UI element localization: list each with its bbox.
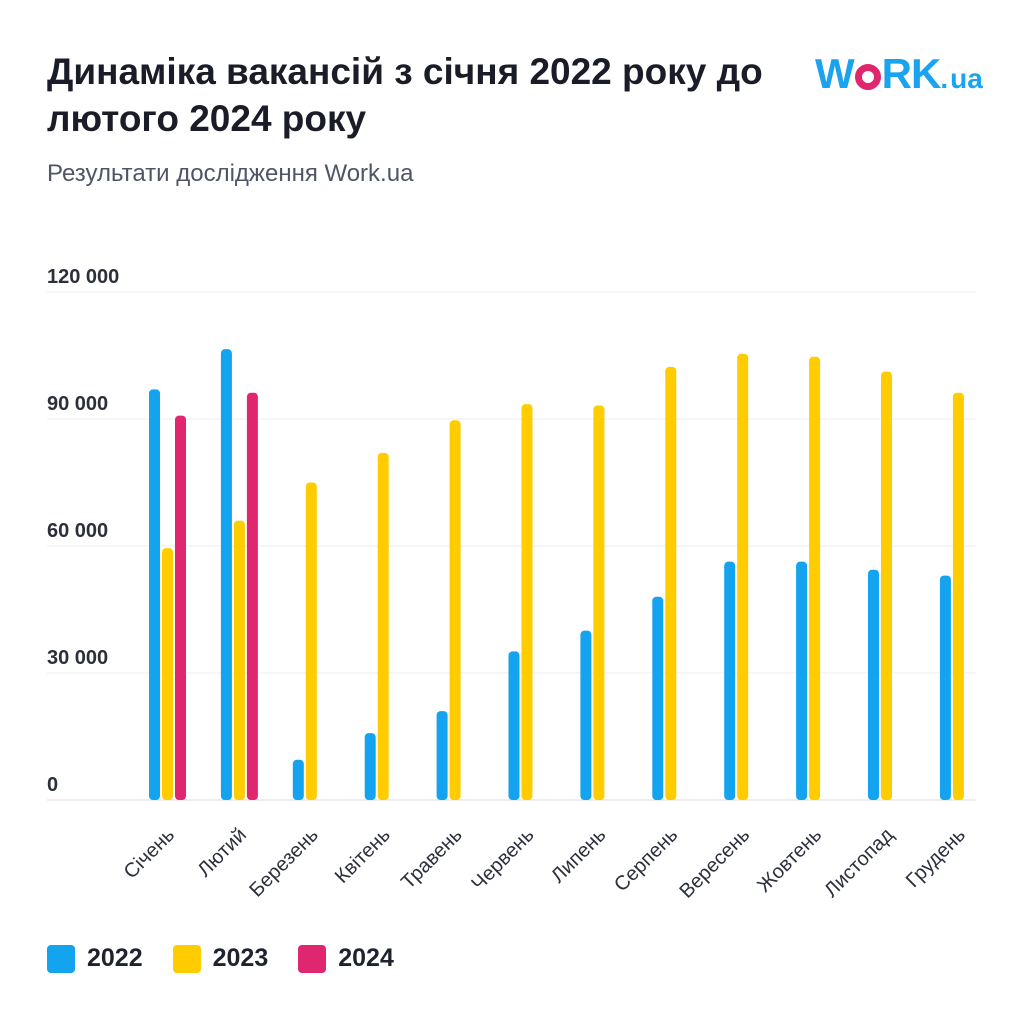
legend-item-2022: 2022: [47, 944, 143, 973]
y-tick-label: 120 000: [47, 266, 119, 288]
logo-ring-icon: [854, 64, 881, 90]
x-tick-label: Квітень: [331, 824, 395, 888]
legend-label-2024: 2024: [338, 944, 394, 972]
x-tick-label: Лютий: [194, 824, 251, 881]
bar-2022: [508, 651, 520, 800]
bar-2022: [580, 630, 592, 800]
x-tick-label: Вересень: [676, 824, 755, 903]
bar-2022: [364, 733, 376, 800]
bar-2023: [881, 371, 892, 800]
bar-2022: [292, 759, 304, 800]
x-tick-label: Жовтень: [753, 824, 826, 897]
bar-2023: [952, 392, 964, 800]
y-tick-label: 90 000: [47, 393, 108, 415]
bar-2022: [868, 569, 879, 800]
chart-subtitle: Результати дослідження Work.ua: [47, 160, 414, 187]
bar-2022: [436, 711, 448, 800]
x-tick-label: Липень: [547, 824, 610, 887]
x-tick-label: Серпень: [610, 824, 682, 896]
legend-swatch-2022: [47, 944, 75, 973]
chart-title: Динаміка вакансій з січня 2022 року до л…: [47, 51, 763, 139]
bar-2023: [449, 420, 461, 800]
logo-letters-rk: RK: [881, 50, 942, 97]
bar-2023: [233, 520, 245, 800]
bar-2023: [162, 548, 173, 800]
bar-2023: [809, 356, 821, 800]
bar-2022: [220, 349, 232, 800]
legend-swatch-2023: [172, 944, 201, 973]
y-tick-label: 30 000: [47, 647, 108, 669]
bar-2024: [175, 415, 186, 800]
legend-item-2023: 2023: [172, 944, 269, 973]
bar-2022: [796, 561, 808, 800]
bar-2023: [377, 452, 389, 800]
bar-2023: [521, 404, 533, 800]
bar-2022: [149, 389, 160, 800]
legend-swatch-2024: [298, 944, 327, 973]
work-ua-logo: W RK . ua: [815, 50, 983, 98]
logo-ua: ua: [950, 63, 983, 94]
bar-2023: [593, 405, 605, 800]
bar-2023: [665, 366, 677, 800]
x-tick-label: Червень: [467, 824, 538, 895]
y-tick-label: 0: [47, 774, 58, 796]
x-tick-label: Листопад: [820, 824, 898, 902]
chart-legend: 2022 2023 2024: [47, 944, 394, 973]
bar-2022: [652, 596, 664, 800]
bar-2024: [246, 392, 258, 800]
logo-dot: .: [940, 63, 949, 94]
bar-2023: [737, 353, 749, 800]
bar-2023: [305, 482, 317, 800]
legend-label-2022: 2022: [87, 944, 143, 972]
legend-item-2024: 2024: [298, 944, 394, 973]
x-tick-label: Березень: [245, 824, 322, 901]
x-tick-label: Січень: [120, 824, 179, 883]
bar-2022: [939, 575, 951, 800]
bar-2022: [724, 561, 736, 800]
y-tick-label: 60 000: [47, 520, 108, 542]
legend-label-2023: 2023: [212, 944, 269, 972]
logo-letter-w: W: [815, 50, 855, 97]
x-tick-label: Травень: [397, 824, 467, 894]
x-tick-label: Грудень: [902, 824, 970, 892]
